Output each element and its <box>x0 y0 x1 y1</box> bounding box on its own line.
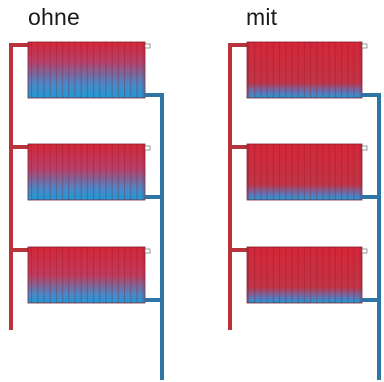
supply-branch <box>228 145 247 149</box>
valve-cap <box>144 145 151 151</box>
supply-branch <box>9 145 28 149</box>
return-branch <box>362 298 381 302</box>
radiator-left-1 <box>9 41 164 99</box>
supply-branch <box>228 248 247 252</box>
valve-cap <box>144 248 151 254</box>
radiator-left-2 <box>9 143 164 201</box>
supply-riser-right <box>228 43 232 330</box>
valve-cap <box>361 248 368 254</box>
supply-branch <box>228 43 247 47</box>
radiator-outline <box>27 41 146 99</box>
return-branch <box>362 93 381 97</box>
label-mit: mit <box>246 4 278 30</box>
return-branch <box>145 93 164 97</box>
return-branch <box>145 195 164 199</box>
return-riser-left <box>160 93 164 380</box>
radiator-fins <box>28 42 145 98</box>
valve-cap <box>361 145 368 151</box>
radiator-outline <box>246 246 363 304</box>
radiator-fins <box>28 247 145 303</box>
radiator-outline <box>246 41 363 99</box>
radiator-fins <box>247 42 362 98</box>
return-branch <box>145 298 164 302</box>
radiator-right-3 <box>228 246 381 304</box>
radiator-right-2 <box>228 143 381 201</box>
valve-cap <box>144 43 151 49</box>
radiator-right-1 <box>228 41 381 99</box>
return-branch <box>362 195 381 199</box>
radiator-fins <box>247 247 362 303</box>
radiator-left-3 <box>9 246 164 304</box>
radiator-fins <box>247 144 362 200</box>
radiator-fins <box>28 144 145 200</box>
supply-branch <box>9 43 28 47</box>
supply-riser-left <box>9 43 13 330</box>
supply-branch <box>9 248 28 252</box>
radiator-outline <box>27 143 146 201</box>
system-ohne <box>9 41 164 380</box>
radiator-outline <box>27 246 146 304</box>
valve-cap <box>361 43 368 49</box>
system-mit <box>228 41 381 380</box>
return-riser-right <box>377 93 381 380</box>
label-ohne: ohne <box>28 4 80 30</box>
radiator-outline <box>246 143 363 201</box>
